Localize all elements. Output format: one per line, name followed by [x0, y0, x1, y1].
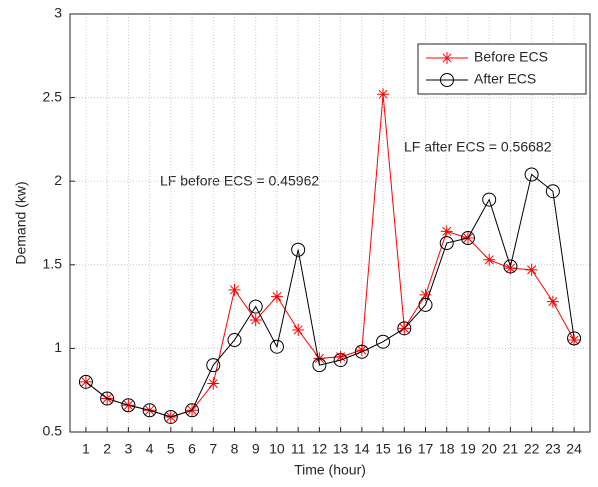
- x-tick-label: 12: [312, 441, 328, 457]
- x-tick-label: 5: [167, 441, 175, 457]
- x-tick-label: 1: [82, 441, 90, 457]
- marker: [567, 331, 582, 346]
- marker: [249, 313, 262, 326]
- marker: [546, 295, 559, 308]
- marker: [248, 299, 263, 314]
- marker: [418, 297, 433, 312]
- x-tick-label: 13: [333, 441, 349, 457]
- y-tick-label: 2.5: [43, 88, 63, 104]
- x-tick-label: 21: [503, 441, 519, 457]
- marker: [228, 283, 241, 296]
- series-line: [85, 173, 575, 418]
- x-tick-label: 15: [375, 441, 391, 457]
- marker: [460, 231, 475, 246]
- x-tick-label: 2: [103, 441, 111, 457]
- y-tick-label: 1.5: [43, 256, 63, 272]
- x-tick-label: 7: [209, 441, 217, 457]
- marker: [291, 242, 306, 257]
- legend-box: [417, 43, 587, 95]
- x-tick-label: 14: [354, 441, 370, 457]
- x-tick-label: 16: [396, 441, 412, 457]
- y-tick-label: 1: [54, 339, 62, 355]
- marker: [185, 403, 200, 418]
- x-tick-label: 3: [124, 441, 132, 457]
- annotation: LF before ECS = 0.45962: [160, 173, 319, 189]
- marker: [441, 52, 453, 64]
- x-tick-label: 22: [524, 441, 540, 457]
- marker: [440, 73, 454, 87]
- marker: [377, 88, 390, 101]
- marker: [163, 409, 178, 424]
- marker: [503, 259, 518, 274]
- plot-frame: [69, 13, 591, 433]
- marker: [419, 288, 432, 301]
- x-tick-label: 8: [231, 441, 239, 457]
- marker: [524, 167, 539, 182]
- x-axis-label: Time (hour): [294, 462, 366, 478]
- x-tick-label: 11: [291, 441, 306, 457]
- x-tick-label: 18: [439, 441, 455, 457]
- x-tick-label: 6: [188, 441, 196, 457]
- x-tick-label: 20: [481, 441, 497, 457]
- marker: [545, 184, 560, 199]
- marker: [78, 374, 93, 389]
- marker: [355, 344, 368, 357]
- marker: [376, 334, 391, 349]
- marker: [483, 253, 496, 266]
- marker: [270, 290, 283, 303]
- y-tick-label: 3: [54, 5, 62, 21]
- x-tick-label: 19: [460, 441, 476, 457]
- annotation: LF after ECS = 0.56682: [404, 139, 552, 155]
- legend-label: After ECS: [474, 71, 536, 87]
- y-axis-label: Demand (kw): [13, 181, 29, 264]
- x-tick-label: 24: [566, 441, 582, 457]
- marker: [568, 334, 581, 347]
- x-tick-label: 9: [252, 441, 260, 457]
- marker: [207, 377, 220, 390]
- marker: [142, 403, 157, 418]
- marker: [397, 321, 412, 336]
- x-tick-label: 23: [545, 441, 561, 457]
- marker: [269, 339, 284, 354]
- marker: [292, 324, 305, 337]
- x-tick-label: 4: [146, 441, 154, 457]
- legend-label: Before ECS: [474, 49, 548, 65]
- marker: [504, 262, 517, 275]
- y-tick-label: 2: [54, 172, 62, 188]
- marker: [439, 236, 454, 251]
- y-tick-label: 0.5: [43, 423, 63, 439]
- marker: [334, 350, 347, 363]
- x-tick-label: 17: [418, 441, 434, 457]
- marker: [100, 391, 115, 406]
- marker: [354, 344, 369, 359]
- marker: [525, 263, 538, 276]
- marker: [333, 353, 348, 368]
- marker: [482, 192, 497, 207]
- x-tick-label: 10: [269, 441, 285, 457]
- marker: [440, 225, 453, 238]
- marker: [312, 358, 327, 373]
- marker: [206, 358, 221, 373]
- marker: [227, 333, 242, 348]
- marker: [121, 398, 136, 413]
